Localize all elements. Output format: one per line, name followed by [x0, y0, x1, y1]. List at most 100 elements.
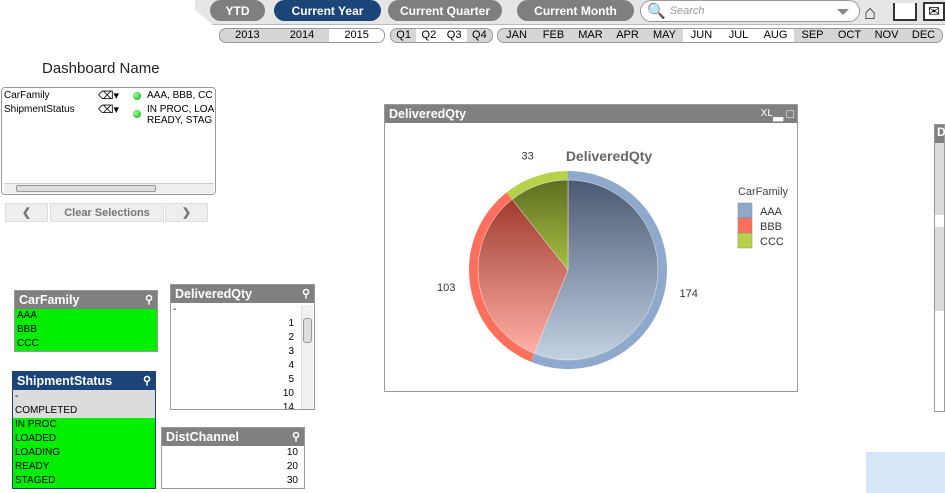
search-icon[interactable]: ⚲ [291, 431, 300, 443]
search-placeholder: Search [669, 5, 705, 17]
month-option[interactable]: AUG [757, 29, 794, 42]
pie-slice-aaa[interactable] [533, 179, 659, 361]
month-option[interactable]: JUN [683, 29, 720, 42]
quarter-selector: Q1 Q2 Q3 Q4 [390, 28, 493, 43]
year-option[interactable]: 2014 [289, 29, 315, 41]
distchannel-listbox: DistChannel ⚲ 10 20 30 [161, 427, 305, 489]
data-label: 103 [437, 282, 455, 294]
month-option[interactable]: DEC [911, 29, 936, 41]
panel-title: D [935, 125, 945, 143]
deliveredqty-chart-box: DeliveredQty XL ▂ □ DeliveredQty CarFami… [384, 104, 798, 392]
email-icon[interactable]: ✉ [923, 2, 945, 21]
search-input[interactable]: 🔍 Search [640, 0, 860, 22]
scrollbar-thumb[interactable] [303, 318, 312, 343]
listbox-header: DistChannel ⚲ [162, 428, 304, 446]
search-icon[interactable]: ⚲ [144, 294, 153, 306]
list-item[interactable]: AAA [15, 309, 157, 323]
list-item[interactable]: LOADED [13, 432, 155, 446]
shipmentstatus-listbox: ShipmentStatus ⚲ - COMPLETED IN PROC LOADED L… [12, 371, 156, 489]
eraser-icon[interactable]: ⌫▾ [98, 104, 120, 116]
list-item[interactable]: IN PROC [13, 418, 155, 432]
legend-label: CCC [760, 236, 784, 248]
month-option[interactable]: APR [616, 29, 639, 41]
home-icon[interactable]: ⌂ [864, 2, 877, 24]
right-partial-panel: D [934, 124, 945, 412]
list-item[interactable]: COMPLETED [13, 404, 155, 418]
back-button[interactable]: ❮ [5, 203, 48, 222]
blue-panel [866, 452, 945, 493]
list-item[interactable]: READY [13, 460, 155, 474]
list-item[interactable]: 10 [286, 447, 298, 458]
year-selector: 2013 2014 2015 [219, 28, 385, 43]
data-label: 33 [522, 151, 534, 163]
list-item[interactable]: 20 [286, 461, 298, 472]
export-excel-icon[interactable]: XL [760, 108, 773, 119]
pie-slice-ccc[interactable] [511, 179, 569, 271]
search-icon[interactable]: ⚲ [301, 288, 310, 300]
year-option[interactable]: 2013 [235, 29, 260, 41]
list-item[interactable]: BBB [15, 323, 157, 337]
month-option[interactable]: JUL [720, 29, 757, 42]
listbox-header: CarFamily ⚲ [15, 291, 157, 309]
list-item[interactable]: 1 [288, 318, 294, 329]
carfamily-listbox: CarFamily ⚲ AAA BBB CCC [14, 290, 158, 352]
pie-slice-bbb[interactable] [477, 199, 569, 354]
list-item[interactable]: - [13, 390, 155, 404]
print-icon[interactable] [893, 3, 917, 21]
list-item[interactable]: 2 [288, 332, 294, 343]
quarter-option[interactable]: Q3 [441, 29, 467, 42]
month-option[interactable]: SEP [801, 29, 824, 41]
chart-title: DeliveredQty [566, 148, 653, 164]
dashboard-title: Dashboard Name [42, 60, 160, 77]
minimize-icon[interactable]: ▂ [773, 107, 783, 121]
chart-header: DeliveredQty XL ▂ □ [385, 105, 797, 123]
month-option[interactable]: OCT [837, 29, 862, 41]
period-button[interactable]: YTD [210, 0, 265, 21]
quarter-option[interactable]: Q2 [416, 29, 442, 42]
legend-label: BBB [760, 221, 782, 233]
eraser-icon[interactable]: ⌫▾ [98, 90, 120, 102]
month-option[interactable]: FEB [542, 29, 565, 41]
list-item[interactable]: LOADING [13, 446, 155, 460]
list-item[interactable]: 14 [282, 402, 294, 410]
horizontal-scrollbar[interactable] [4, 183, 214, 193]
deliveredqty-listbox: DeliveredQty ⚲ - 1 2 3 4 5 10 14 [170, 284, 315, 410]
list-item[interactable]: - [173, 304, 177, 315]
scrollbar-thumb[interactable] [16, 185, 156, 192]
quarter-option[interactable]: Q1 [396, 29, 411, 41]
list-item[interactable]: 4 [288, 360, 294, 371]
forward-button[interactable]: ❯ [165, 203, 208, 222]
vertical-scrollbar[interactable] [301, 305, 313, 409]
listbox-title: DeliveredQty [175, 287, 253, 301]
legend-swatch [737, 232, 753, 249]
month-option[interactable]: MAY [652, 29, 677, 41]
month-option[interactable]: MAR [578, 29, 603, 41]
list-item[interactable]: 30 [286, 475, 298, 486]
month-option[interactable]: NOV [874, 29, 899, 41]
list-item[interactable]: 5 [288, 374, 294, 385]
chevron-down-icon[interactable] [837, 9, 849, 15]
maximize-icon[interactable]: □ [786, 107, 794, 121]
list-item[interactable]: 10 [282, 388, 294, 399]
year-option[interactable]: 2015 [329, 29, 384, 42]
month-selector: JAN FEB MAR APR MAY JUN JUL AUG SEP OCT NOV DEC [497, 28, 943, 43]
legend-swatch [737, 202, 753, 219]
period-button[interactable]: Current Month [517, 0, 634, 21]
month-option[interactable]: JAN [506, 29, 527, 41]
list-item[interactable]: 3 [288, 346, 294, 357]
quarter-option[interactable]: Q4 [472, 29, 487, 41]
current-selections-box: CarFamily ShipmentStatus ⌫▾ ⌫▾ AAA, BBB,… [1, 87, 216, 195]
selection-field: ShipmentStatus [4, 104, 75, 115]
list-item[interactable]: STAGED [13, 474, 155, 488]
search-icon[interactable]: ⚲ [142, 375, 151, 387]
data-label: 174 [680, 288, 698, 300]
listbox-header: DeliveredQty ⚲ [171, 285, 314, 303]
period-button[interactable]: Current Quarter [388, 0, 502, 21]
clear-selections-button[interactable]: Clear Selections [50, 203, 164, 222]
selection-value: IN PROC, LOA [147, 104, 215, 115]
period-button[interactable]: Current Year [274, 0, 381, 21]
chart-box-title: DeliveredQty [389, 107, 467, 121]
legend-label: AAA [760, 206, 783, 218]
selection-field: CarFamily [4, 90, 50, 101]
list-item[interactable]: CCC [15, 337, 157, 351]
